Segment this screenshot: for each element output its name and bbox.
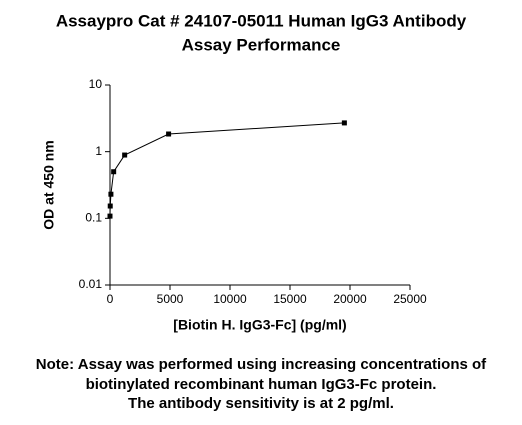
data-point bbox=[108, 191, 114, 197]
chart-title: Assay Performance bbox=[182, 35, 341, 54]
x-tick-label: 15000 bbox=[273, 292, 307, 306]
x-tick-label: 10000 bbox=[213, 292, 247, 306]
data-point bbox=[166, 131, 172, 137]
y-tick-label: 1 bbox=[95, 144, 102, 158]
note: The antibody sensitivity is at 2 pg/ml. bbox=[128, 395, 394, 412]
x-tick-label: 0 bbox=[107, 292, 114, 306]
y-tick-label: 0.01 bbox=[79, 277, 103, 291]
y-tick-label: 10 bbox=[89, 77, 103, 91]
y-axis-label: OD at 450 nm bbox=[41, 140, 57, 229]
x-axis-label: [Biotin H. IgG3-Fc] (pg/ml) bbox=[173, 317, 346, 333]
data-point bbox=[122, 152, 128, 158]
note: biotinylated recombinant human IgG3-Fc p… bbox=[86, 376, 437, 393]
y-tick-label: 0.1 bbox=[85, 211, 102, 225]
data-point bbox=[107, 213, 113, 219]
data-point bbox=[341, 120, 347, 126]
data-point bbox=[111, 169, 117, 175]
data-line bbox=[109, 122, 345, 217]
x-tick-label: 5000 bbox=[157, 292, 184, 306]
x-tick-label: 20000 bbox=[333, 292, 367, 306]
note: Note: Assay was performed using increasi… bbox=[36, 356, 487, 373]
data-point bbox=[107, 203, 113, 209]
chart-title: Assaypro Cat # 24107-05011 Human IgG3 An… bbox=[56, 11, 467, 30]
x-tick-label: 25000 bbox=[393, 292, 427, 306]
